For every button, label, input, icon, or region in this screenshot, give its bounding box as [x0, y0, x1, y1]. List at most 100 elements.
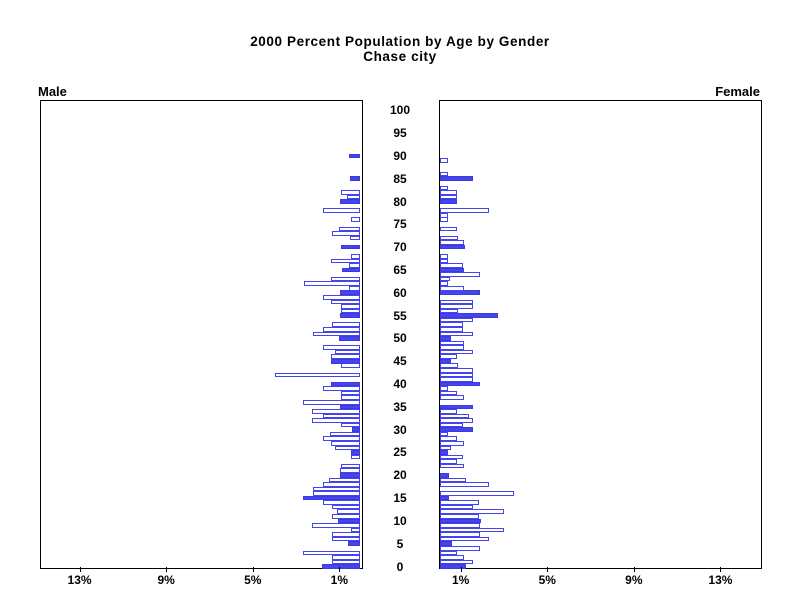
female-bar-age-55 [440, 313, 498, 318]
male-bar-age-0 [321, 564, 360, 569]
age-axis-label-60: 60 [393, 285, 407, 300]
male-bar-age-10 [338, 518, 360, 524]
male-pct-tick-label-1: 1% [330, 573, 349, 587]
female-bar-age-66 [440, 263, 463, 268]
male-bar-age-59 [322, 295, 360, 300]
male-bar-age-25 [350, 450, 360, 455]
female-bar-age-10 [440, 518, 481, 524]
male-bar-age-30 [351, 427, 360, 432]
female-bar-age-11 [440, 514, 480, 519]
female-bar-age-27 [440, 441, 464, 446]
female-bar-age-44 [440, 363, 458, 369]
male-bar-age-34 [312, 409, 360, 414]
male-bar-age-65 [342, 267, 360, 273]
male-bar-age-80 [340, 199, 360, 204]
female-bar-age-3 [440, 550, 457, 556]
female-bar-age-64 [440, 272, 481, 277]
female-bar-age-50 [440, 336, 452, 341]
female-bar-age-6 [440, 536, 490, 542]
female-bar-age-74 [440, 226, 457, 232]
female-bar-age-20 [440, 472, 450, 478]
male-bar-age-12 [336, 509, 360, 515]
female-bar-age-71 [440, 240, 465, 245]
female-bar-age-56 [440, 308, 458, 314]
age-axis-label-50: 50 [393, 331, 407, 346]
female-pct-tick-label-1: 1% [451, 573, 470, 587]
male-bar-age-42 [275, 372, 360, 378]
female-bar-age-1 [440, 559, 473, 565]
age-axis-label-0: 0 [396, 559, 404, 574]
male-bar-age-20 [340, 472, 360, 478]
male-bar-age-63 [330, 276, 360, 282]
male-bar-age-21 [340, 468, 360, 473]
male-bar-age-24 [350, 454, 360, 460]
female-bar-age-48 [440, 345, 464, 350]
male-bar-age-32 [312, 418, 360, 423]
female-bar-age-13 [440, 504, 474, 510]
female-pct-tick-5 [547, 567, 549, 572]
female-bar-age-60 [440, 290, 481, 296]
female-bar-age-15 [440, 495, 449, 501]
female-bar-age-14 [440, 500, 480, 505]
female-bar-age-83 [440, 185, 449, 191]
age-axis-label-65: 65 [393, 262, 407, 277]
age-axis-label-80: 80 [393, 194, 407, 209]
male-bar-age-15 [302, 495, 360, 501]
age-axis-label-35: 35 [393, 399, 407, 414]
male-bar-age-81 [347, 194, 360, 200]
male-bar-age-76 [351, 217, 360, 223]
female-bar-age-52 [440, 326, 463, 332]
male-bar-age-73 [331, 231, 360, 236]
male-bar-age-14 [323, 500, 360, 505]
male-bar-age-72 [350, 235, 360, 241]
female-pct-tick-label-9: 9% [625, 573, 643, 587]
female-bar-age-49 [440, 340, 464, 346]
age-axis-label-85: 85 [393, 171, 407, 186]
female-bar-age-33 [440, 413, 470, 419]
chart-subtitle: Chase city [363, 49, 437, 64]
female-bar-age-65 [440, 267, 465, 273]
female-bar-age-76 [440, 217, 449, 223]
male-pct-tick-9 [166, 567, 168, 572]
female-bar-age-62 [440, 281, 449, 286]
female-bar-age-42 [440, 372, 473, 378]
male-bar-age-50 [339, 336, 360, 341]
male-bar-age-53 [331, 322, 360, 327]
female-bar-age-68 [440, 253, 449, 259]
female-bar-age-67 [440, 258, 449, 264]
age-axis-label-25: 25 [393, 445, 407, 460]
female-bar-age-5 [440, 541, 452, 546]
female-pct-tick-9 [633, 567, 635, 572]
male-pct-tick-13 [79, 567, 81, 572]
male-bar-age-40 [330, 381, 360, 387]
age-axis-label-10: 10 [393, 513, 407, 528]
age-axis-label-55: 55 [393, 308, 407, 323]
male-bar-age-68 [350, 253, 360, 259]
female-pct-tick-1 [460, 567, 462, 572]
male-bar-age-11 [331, 514, 360, 519]
male-pct-tick-label-9: 9% [157, 573, 175, 587]
female-bar-age-38 [440, 390, 457, 396]
female-plot-panel [439, 100, 762, 569]
male-bar-age-3 [303, 550, 360, 556]
male-bar-age-7 [331, 532, 360, 537]
male-bar-age-44 [340, 363, 360, 369]
female-bar-age-80 [440, 199, 457, 204]
male-pct-tick-label-13: 13% [67, 573, 92, 587]
male-bar-age-51 [313, 331, 360, 337]
female-bar-age-7 [440, 532, 481, 537]
female-bar-age-70 [440, 244, 466, 250]
male-bar-age-8 [350, 527, 360, 533]
male-bar-age-82 [341, 190, 360, 195]
age-axis-label-20: 20 [393, 468, 407, 483]
male-plot-panel [40, 100, 363, 569]
female-bar-age-35 [440, 404, 473, 410]
male-bar-age-18 [323, 482, 360, 487]
female-bar-age-29 [440, 431, 449, 437]
male-bar-age-45 [330, 358, 360, 364]
male-bar-age-29 [330, 431, 360, 437]
male-bar-age-70 [340, 244, 360, 250]
male-bar-age-47 [335, 349, 360, 355]
female-bar-age-34 [440, 409, 457, 414]
